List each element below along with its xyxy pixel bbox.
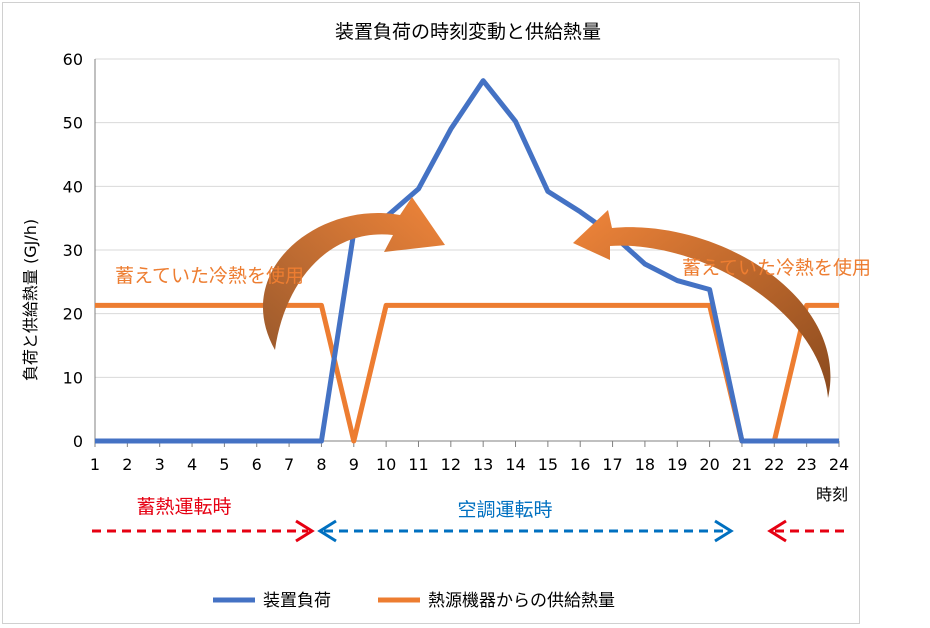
legend-label-supply: 熱源機器からの供給熱量 <box>428 591 615 611</box>
arrow-storage-left <box>92 519 315 543</box>
arrow-ac-operation <box>317 519 734 543</box>
x-tick-label: 5 <box>219 455 229 474</box>
x-tick-label: 8 <box>316 455 326 474</box>
label-ac-operation: 空調運転時 <box>457 499 552 521</box>
y-tick-label: 50 <box>63 114 83 133</box>
x-tick-label: 13 <box>473 455 493 474</box>
x-tick-label: 9 <box>349 455 359 474</box>
arrow-storage-right <box>767 519 846 543</box>
x-tick-label: 18 <box>635 455 655 474</box>
legend-label-load: 装置負荷 <box>263 591 331 611</box>
x-tick-label: 11 <box>408 455 428 474</box>
chart-title: 装置負荷の時刻変動と供給熱量 <box>335 21 601 43</box>
y-tick-label: 0 <box>73 432 83 451</box>
x-tick-label: 22 <box>764 455 784 474</box>
x-tick-label: 2 <box>122 455 132 474</box>
x-tick-label: 12 <box>441 455 461 474</box>
x-tick-label: 10 <box>376 455 396 474</box>
x-tick-label: 14 <box>505 455 525 474</box>
label-storage-operation: 蓄熱運転時 <box>136 496 231 518</box>
x-tick-label: 19 <box>667 455 687 474</box>
legend: 装置負荷 熱源機器からの供給熱量 <box>213 591 615 611</box>
curved-arrow-right <box>573 210 831 398</box>
x-tick-label: 6 <box>252 455 262 474</box>
series-line-supply <box>95 302 839 444</box>
x-tick-label: 1 <box>90 455 100 474</box>
x-tick-label: 15 <box>538 455 558 474</box>
y-tick-label: 60 <box>63 50 83 69</box>
y-tick-label: 30 <box>63 241 83 260</box>
x-tick-label: 23 <box>796 455 816 474</box>
y-axis-label: 負荷と供給熱量 (GJ/h) <box>21 219 40 381</box>
x-tick-label: 21 <box>732 455 752 474</box>
annotation-stored-cold-right: 蓄えていた冷熱を使用 <box>682 257 871 279</box>
y-tick-label: 40 <box>63 177 83 196</box>
series-line-load <box>95 78 839 444</box>
x-tick-label: 17 <box>602 455 622 474</box>
x-tick-label: 3 <box>155 455 165 474</box>
chart-frame <box>2 2 860 624</box>
x-tick-label: 16 <box>570 455 590 474</box>
y-tick-label: 20 <box>63 305 83 324</box>
curved-arrow-left <box>262 197 445 350</box>
x-tick-label: 20 <box>699 455 719 474</box>
annotation-stored-cold-left: 蓄えていた冷熱を使用 <box>115 265 304 287</box>
y-tick-label: 10 <box>63 368 83 387</box>
x-tick-label: 4 <box>187 455 197 474</box>
x-axis-label: 時刻 <box>816 485 848 504</box>
x-tick-label: 7 <box>284 455 294 474</box>
x-tick-label: 24 <box>829 455 849 474</box>
series-lines <box>95 78 839 444</box>
